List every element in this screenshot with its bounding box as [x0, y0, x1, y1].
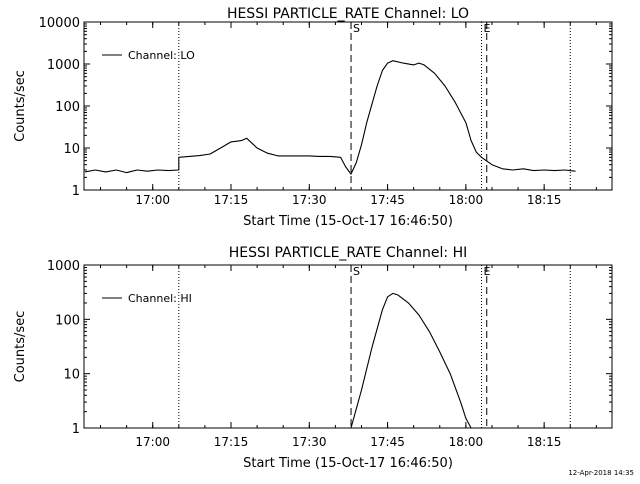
- plot-frame: [83, 264, 613, 429]
- event-marker-label: S: [353, 265, 360, 278]
- x-tick-label: 17:45: [370, 193, 405, 207]
- y-tick-label: 100: [55, 313, 80, 328]
- y-axis-label: Counts/sec: [13, 311, 28, 383]
- y-tick-label: 10: [63, 142, 80, 157]
- x-tick-label: 17:15: [214, 193, 249, 207]
- legend-label: Channel: LO: [128, 49, 195, 62]
- x-tick-label: 18:15: [527, 435, 562, 449]
- y-tick-label: 1: [72, 422, 80, 437]
- x-axis-label: Start Time (15-Oct-17 16:46:50): [243, 456, 453, 471]
- x-tick-label: 17:00: [135, 435, 170, 449]
- x-tick-label: 18:00: [449, 435, 484, 449]
- x-tick-label: 18:00: [449, 193, 484, 207]
- y-tick-label: 1000: [47, 58, 80, 73]
- y-tick-label: 100: [55, 100, 80, 115]
- legend-label: Channel: HI: [128, 292, 192, 305]
- y-tick-label: 1000: [47, 259, 80, 274]
- y-tick-label: 10000: [39, 16, 80, 31]
- x-tick-label: 18:15: [527, 193, 562, 207]
- plot-frame: [83, 21, 613, 191]
- y-tick-label: 10: [63, 368, 80, 383]
- x-tick-label: 17:00: [135, 193, 170, 207]
- y-axis-label: Counts/sec: [13, 70, 28, 142]
- x-tick-label: 17:30: [292, 435, 327, 449]
- x-axis-label: Start Time (15-Oct-17 16:46:50): [243, 214, 453, 229]
- y-tick-label: 1: [72, 184, 80, 199]
- chart-title: HESSI PARTICLE_RATE Channel: LO: [227, 6, 469, 22]
- series-line: [84, 60, 576, 175]
- chart-panel-1: HESSI PARTICLE_RATE Channel: LO 17:00 17:1…: [13, 6, 613, 229]
- x-tick-label: 17:15: [214, 435, 249, 449]
- x-tick-label: 17:30: [292, 193, 327, 207]
- series-line: [350, 292, 472, 429]
- x-tick-label: 17:45: [370, 435, 405, 449]
- chart-panel-2: HESSI PARTICLE_RATE Channel: HI 17:00 17:1…: [13, 245, 613, 471]
- event-marker-label: S: [353, 22, 360, 35]
- chart-title: HESSI PARTICLE_RATE Channel: HI: [229, 245, 467, 261]
- timestamp: 12-Apr-2018 14:35: [568, 469, 634, 477]
